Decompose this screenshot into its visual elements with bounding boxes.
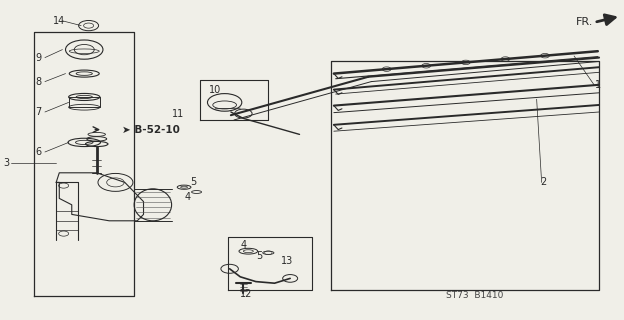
Text: 12: 12 [240,289,253,300]
Text: 2: 2 [540,177,546,188]
Text: 13: 13 [281,256,293,266]
Text: 5: 5 [256,251,262,261]
Text: 6: 6 [36,147,42,157]
Text: ➤ B-52-10: ➤ B-52-10 [122,124,180,135]
Text: 4: 4 [240,240,246,250]
Text: FR.: FR. [575,17,593,28]
Text: 9: 9 [36,52,42,63]
Text: 1: 1 [595,80,601,90]
Text: ST73  B1410: ST73 B1410 [446,292,503,300]
Text: 8: 8 [36,76,42,87]
Text: 3: 3 [3,158,9,168]
Text: 5: 5 [190,177,197,188]
Text: 4: 4 [184,192,190,202]
Text: 10: 10 [209,84,222,95]
Circle shape [84,23,94,28]
Text: 14: 14 [53,16,66,26]
Text: 7: 7 [36,107,42,117]
Text: 11: 11 [172,108,184,119]
